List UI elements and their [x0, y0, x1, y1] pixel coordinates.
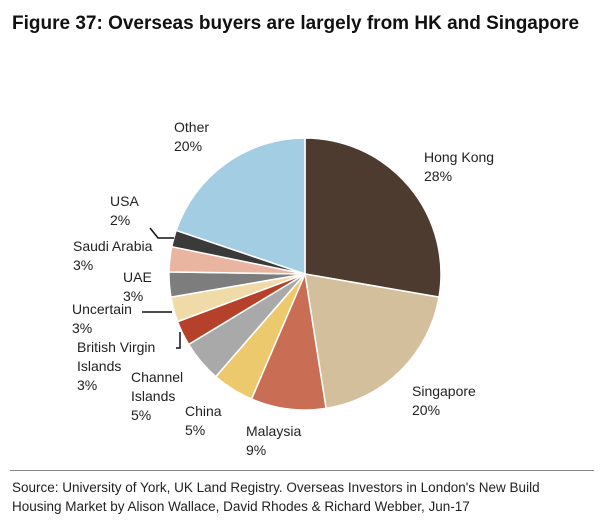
slice-label-uncertain: Uncertain 3%: [72, 301, 132, 336]
pie-chart: Hong Kong 28% Singapore 20% Malaysia 9% China 5…: [72, 119, 494, 458]
pie-slice-hong-kong: [304, 137, 442, 299]
slice-label-hong-kong: Hong Kong 28%: [424, 149, 494, 184]
slice-label-usa: USA 2%: [110, 193, 139, 228]
chart-title: Figure 37: Overseas buyers are largely f…: [12, 13, 580, 34]
leader-line-usa: [149, 227, 174, 239]
source-note: Source: University of York, UK Land Regi…: [12, 480, 540, 514]
slice-label-china: China 5%: [185, 403, 222, 438]
leader-line-british-virgin-islands: [176, 332, 181, 349]
slice-label-channel-islands: Channel Islands 5%: [131, 369, 183, 423]
source-divider: [10, 470, 594, 471]
pie-slice-singapore: [304, 273, 440, 410]
slice-label-uae: UAE 3%: [123, 269, 152, 304]
slice-label-singapore: Singapore 20%: [412, 383, 476, 418]
pie-slice-other: [175, 137, 306, 276]
slice-label-saudi-arabia: Saudi Arabia 3%: [73, 238, 153, 273]
slice-label-british-virgin-islands: British Virgin Islands 3%: [77, 339, 155, 393]
slice-label-other: Other 20%: [174, 119, 209, 154]
slice-label-malaysia: Malaysia 9%: [246, 423, 301, 458]
